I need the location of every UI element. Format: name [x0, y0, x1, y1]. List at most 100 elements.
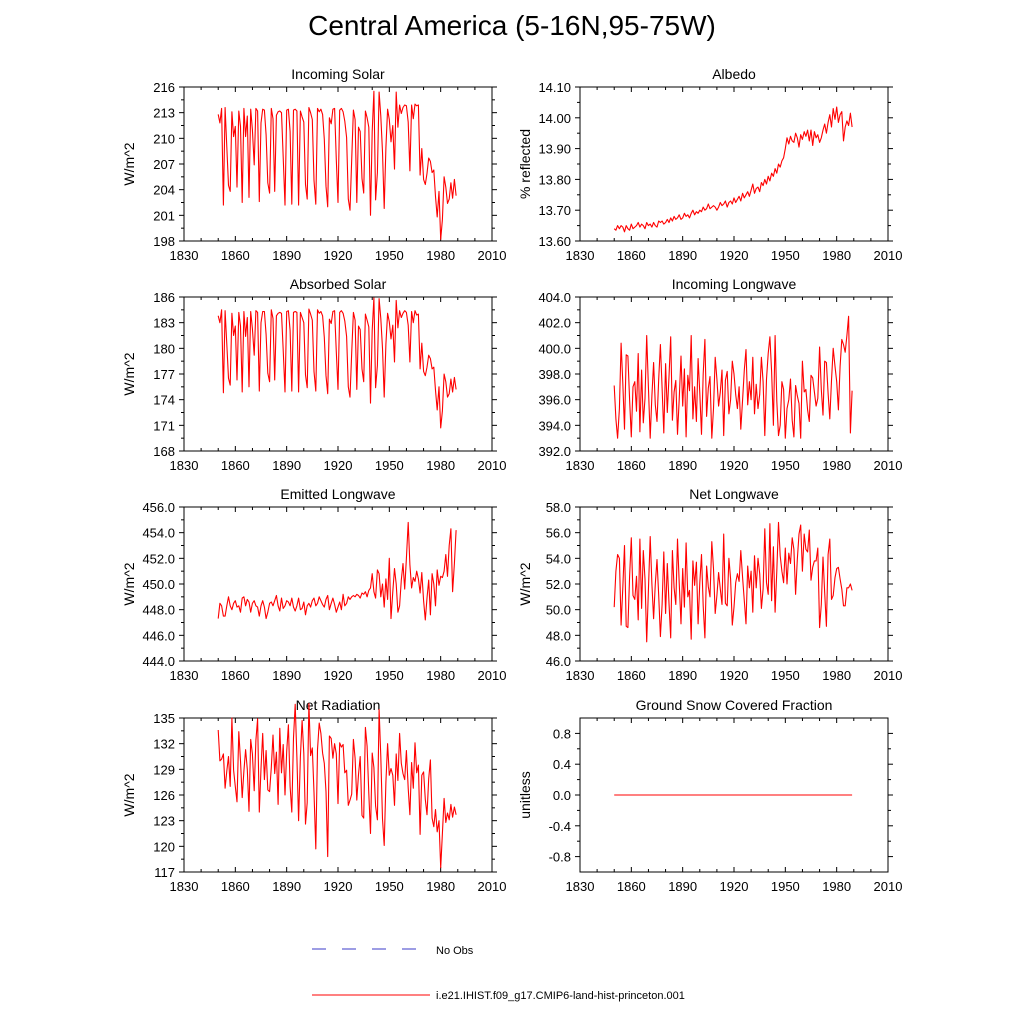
x-tick-label: 1920 — [720, 879, 749, 894]
chart-panel-8: 1830 1860 1890 1920 1950 1980 2010 -0.8 -0.4 0.0 0… — [517, 697, 902, 894]
chart-panel-5: 1830 1860 1890 1920 1950 1980 2010 444.0 446.0 44… — [121, 486, 506, 683]
y-tick-label: 13.70 — [538, 203, 571, 218]
plot-frame — [183, 506, 493, 662]
y-tick-label: 56.0 — [546, 526, 571, 541]
y-axis-label: W/m^2 — [121, 142, 137, 185]
y-tick-label: 446.0 — [142, 628, 175, 643]
x-tick-label: 1920 — [324, 879, 353, 894]
x-tick-label: 1890 — [668, 458, 697, 473]
y-tick-label: 126 — [153, 788, 175, 803]
x-tick-label: 1860 — [221, 668, 250, 683]
y-tick-label: 180 — [153, 341, 175, 356]
x-tick-label: 1860 — [617, 248, 646, 263]
x-tick-label: 1890 — [272, 248, 301, 263]
x-tick-label: 1830 — [566, 248, 595, 263]
legend-label-model: i.e21.IHIST.f09_g17.CMIP6-land-hist-prin… — [436, 990, 685, 1002]
x-tick-label: 1890 — [272, 668, 301, 683]
y-tick-label: 168 — [153, 444, 175, 459]
y-tick-label: 444.0 — [142, 654, 175, 669]
panel-title: Incoming Longwave — [672, 276, 797, 292]
x-tick-label: 1860 — [221, 879, 250, 894]
y-tick-label: 13.90 — [538, 142, 571, 157]
x-tick-label: 2010 — [478, 879, 507, 894]
y-tick-label: 135 — [153, 711, 175, 726]
series-line — [613, 315, 853, 439]
y-tick-label: 186 — [153, 290, 175, 305]
x-tick-label: 2010 — [478, 668, 507, 683]
y-tick-label: 450.0 — [142, 577, 175, 592]
x-tick-label: 1920 — [324, 668, 353, 683]
y-axis-label: % reflected — [517, 129, 533, 199]
y-tick-label: 117 — [154, 865, 175, 880]
x-tick-label: 1830 — [566, 879, 595, 894]
x-tick-label: 1980 — [822, 879, 851, 894]
chart-panel-6: 1830 1860 1890 1920 1950 1980 2010 46.0 48.0 50.0… — [517, 486, 902, 683]
y-tick-label: 394.0 — [538, 418, 571, 433]
x-tick-label: 1920 — [720, 668, 749, 683]
x-tick-label: 1950 — [375, 879, 404, 894]
y-tick-label: 14.00 — [538, 111, 571, 126]
x-tick-label: 1860 — [617, 458, 646, 473]
y-tick-label: 216 — [153, 80, 175, 95]
legend: No Obs i.e21.IHIST.f09_g17.CMIP6-land-his… — [312, 945, 685, 1002]
series-line — [217, 702, 457, 869]
x-tick-label: 1950 — [771, 668, 800, 683]
x-tick-label: 1980 — [426, 879, 455, 894]
panel-title: Emitted Longwave — [280, 486, 395, 502]
x-tick-label: 1950 — [771, 248, 800, 263]
figure-title: Central America (5-16N,95-75W) — [308, 10, 716, 41]
y-tick-label: 396.0 — [538, 393, 571, 408]
y-tick-label: 0.0 — [553, 788, 571, 803]
y-tick-label: 50.0 — [546, 603, 571, 618]
series-line — [217, 90, 457, 240]
y-tick-label: 120 — [153, 839, 175, 854]
x-tick-label: 1890 — [272, 458, 301, 473]
x-tick-label: 1980 — [822, 248, 851, 263]
plot-frame — [579, 86, 889, 242]
y-tick-label: 0.4 — [553, 757, 571, 772]
chart-panel-1: 1830 1860 1890 1920 1950 1980 2010 198 201 204 207… — [121, 66, 506, 263]
x-tick-label: 1980 — [822, 458, 851, 473]
y-tick-label: 404.0 — [538, 290, 571, 305]
y-tick-label: -0.4 — [549, 819, 571, 834]
x-tick-label: 1830 — [170, 248, 199, 263]
plot-frame — [183, 86, 493, 242]
y-tick-label: 0.8 — [553, 726, 571, 741]
y-axis-label: W/m^2 — [121, 773, 137, 816]
panel-title: Incoming Solar — [291, 66, 385, 82]
y-tick-label: 213 — [153, 106, 175, 121]
x-tick-label: 1890 — [668, 668, 697, 683]
y-tick-label: 210 — [153, 131, 175, 146]
x-tick-label: 1950 — [375, 668, 404, 683]
x-tick-label: 1860 — [617, 668, 646, 683]
x-tick-label: 1860 — [221, 248, 250, 263]
x-tick-label: 1890 — [272, 879, 301, 894]
y-tick-label: 13.80 — [538, 172, 571, 187]
y-tick-label: 454.0 — [142, 526, 175, 541]
y-tick-label: 398.0 — [538, 367, 571, 382]
chart-panel-3: 1830 1860 1890 1920 1950 1980 2010 168 171 174 177… — [121, 276, 506, 473]
y-tick-label: 204 — [153, 183, 175, 198]
y-tick-label: 123 — [153, 814, 175, 829]
y-tick-label: 456.0 — [142, 500, 175, 515]
x-tick-label: 2010 — [478, 458, 507, 473]
y-tick-label: 48.0 — [546, 628, 571, 643]
x-tick-label: 1980 — [426, 458, 455, 473]
x-tick-label: 1830 — [566, 458, 595, 473]
x-tick-label: 1980 — [822, 668, 851, 683]
x-tick-label: 1950 — [771, 879, 800, 894]
y-axis-label: W/m^2 — [121, 352, 137, 395]
y-tick-label: 58.0 — [546, 500, 571, 515]
x-tick-label: 1890 — [668, 879, 697, 894]
chart-panel-2: 1830 1860 1890 1920 1950 1980 2010 13.60 13.70 13… — [517, 66, 902, 263]
series-line — [217, 521, 457, 621]
series-line — [613, 521, 853, 643]
x-tick-label: 1920 — [324, 458, 353, 473]
y-axis-label: W/m^2 — [121, 562, 137, 605]
x-tick-label: 2010 — [874, 879, 903, 894]
x-tick-label: 1980 — [426, 668, 455, 683]
x-tick-label: 1950 — [771, 458, 800, 473]
y-axis-label: W/m^2 — [517, 562, 533, 605]
series-line — [613, 106, 853, 233]
